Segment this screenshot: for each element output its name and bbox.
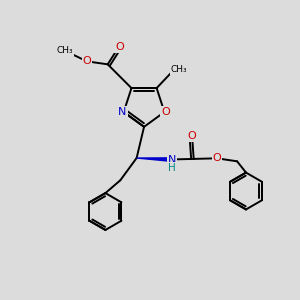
Text: N: N [118, 107, 127, 117]
Text: O: O [212, 153, 221, 163]
Text: O: O [115, 42, 124, 52]
Polygon shape [136, 158, 169, 161]
Text: O: O [188, 131, 197, 141]
Text: N: N [167, 154, 176, 164]
Text: CH₃: CH₃ [57, 46, 73, 55]
Text: O: O [82, 56, 91, 66]
Text: H: H [168, 163, 176, 173]
Text: CH₃: CH₃ [170, 65, 187, 74]
Text: O: O [161, 107, 170, 117]
